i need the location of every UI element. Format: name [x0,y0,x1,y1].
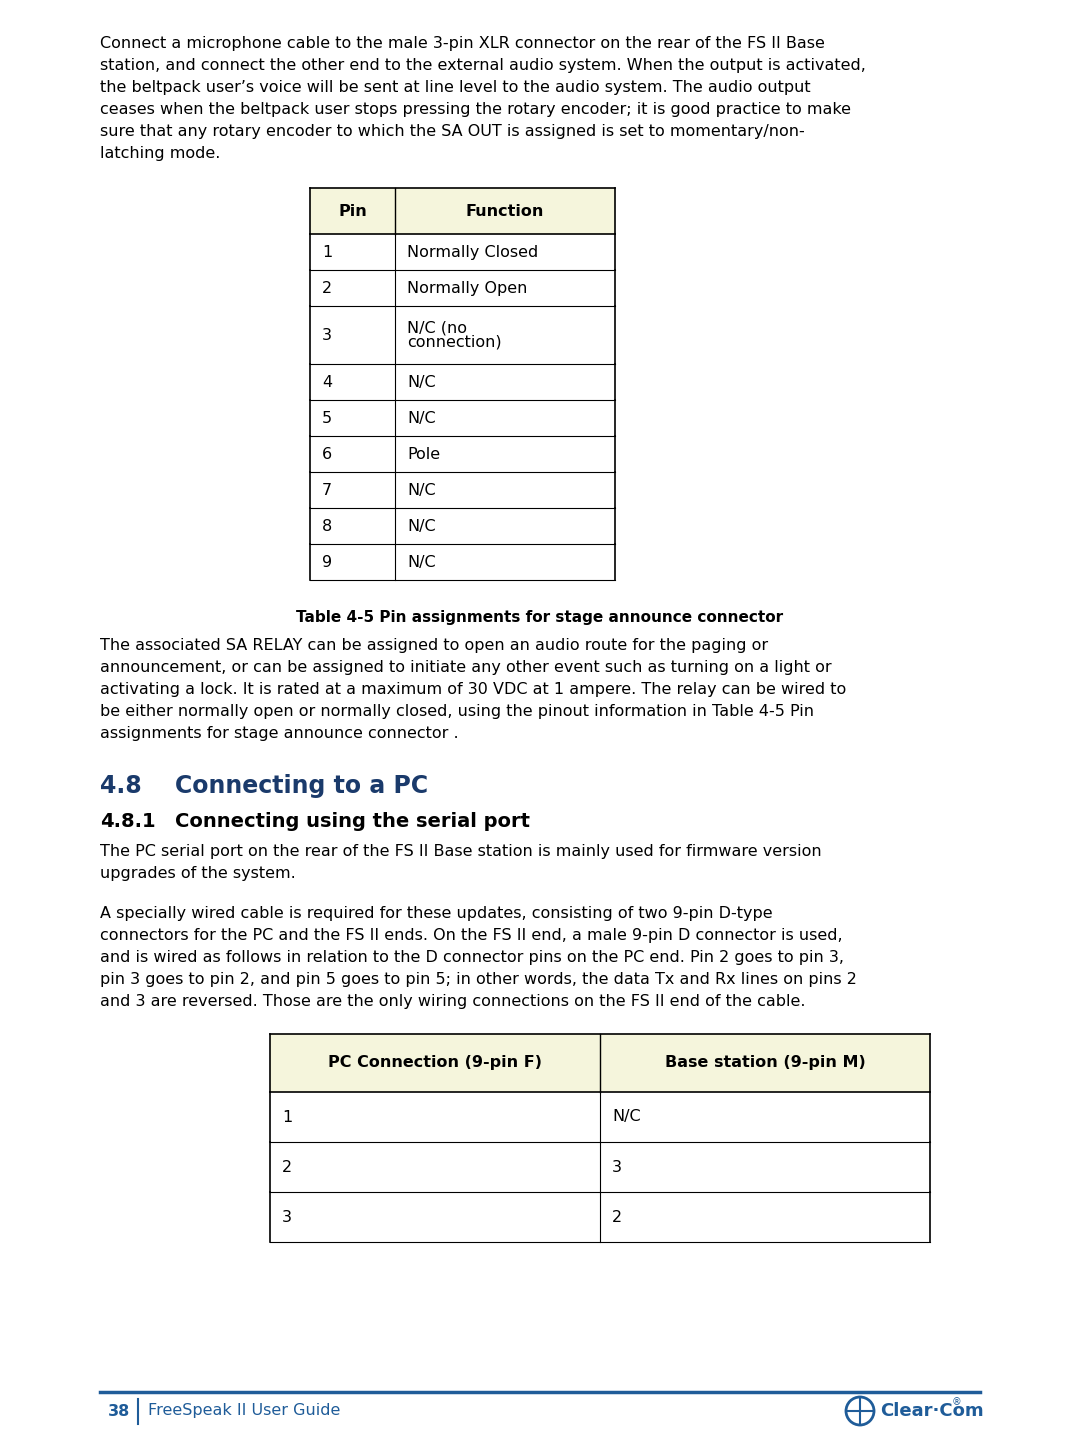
Text: connection): connection) [407,334,502,350]
FancyBboxPatch shape [310,306,615,364]
FancyBboxPatch shape [310,189,615,234]
Text: 3: 3 [612,1159,621,1175]
FancyBboxPatch shape [310,507,615,544]
Text: ®: ® [952,1398,962,1408]
Text: N/C: N/C [407,554,436,570]
Text: 7: 7 [322,483,333,497]
Text: 38: 38 [108,1403,130,1419]
Text: Connect a microphone cable to the male 3-pin XLR connector on the rear of the FS: Connect a microphone cable to the male 3… [100,36,825,51]
Text: 6: 6 [322,446,333,462]
Text: 3: 3 [282,1209,292,1225]
Text: The associated SA RELAY can be assigned to open an audio route for the paging or: The associated SA RELAY can be assigned … [100,637,769,653]
FancyBboxPatch shape [310,270,615,306]
FancyBboxPatch shape [310,472,615,507]
Text: the beltpack user’s voice will be sent at line level to the audio system. The au: the beltpack user’s voice will be sent a… [100,80,810,94]
Text: pin 3 goes to pin 2, and pin 5 goes to pin 5; in other words, the data Tx and Rx: pin 3 goes to pin 2, and pin 5 goes to p… [100,972,857,987]
Text: N/C: N/C [407,410,436,426]
Text: N/C (no: N/C (no [407,320,467,336]
Text: announcement, or can be assigned to initiate any other event such as turning on : announcement, or can be assigned to init… [100,660,831,674]
Text: Pin: Pin [338,203,367,219]
Text: 8: 8 [322,519,333,533]
FancyBboxPatch shape [270,1142,930,1192]
FancyBboxPatch shape [310,544,615,580]
Text: N/C: N/C [407,483,436,497]
Text: Connecting using the serial port: Connecting using the serial port [175,812,530,832]
Text: 9: 9 [322,554,333,570]
FancyBboxPatch shape [310,364,615,400]
Text: 2: 2 [322,280,333,296]
Text: 1: 1 [282,1109,292,1125]
Text: 2: 2 [282,1159,292,1175]
Text: N/C: N/C [612,1109,641,1125]
FancyBboxPatch shape [310,436,615,472]
Text: 2: 2 [612,1209,623,1225]
Text: A specially wired cable is required for these updates, consisting of two 9-pin D: A specially wired cable is required for … [100,906,773,922]
Text: The PC serial port on the rear of the FS II Base station is mainly used for firm: The PC serial port on the rear of the FS… [100,845,822,859]
FancyBboxPatch shape [310,400,615,436]
Text: Normally Open: Normally Open [407,280,528,296]
Text: 3: 3 [322,327,332,343]
Text: Table 4-5 Pin assignments for stage announce connector: Table 4-5 Pin assignments for stage anno… [296,610,784,624]
Text: and 3 are reversed. Those are the only wiring connections on the FS II end of th: and 3 are reversed. Those are the only w… [100,995,806,1009]
Text: assignments for stage announce connector .: assignments for stage announce connector… [100,726,458,742]
Text: FreeSpeak II User Guide: FreeSpeak II User Guide [148,1403,340,1419]
Text: Function: Function [466,203,544,219]
Text: ceases when the beltpack user stops pressing the rotary encoder; it is good prac: ceases when the beltpack user stops pres… [100,101,851,117]
Text: Clear·Com: Clear·Com [881,1402,984,1420]
Text: latching mode.: latching mode. [100,146,221,161]
Text: N/C: N/C [407,519,436,533]
Text: 5: 5 [322,410,333,426]
Text: 1: 1 [322,244,333,260]
Text: station, and connect the other end to the external audio system. When the output: station, and connect the other end to th… [100,59,866,73]
FancyBboxPatch shape [270,1092,930,1142]
Text: activating a lock. It is rated at a maximum of 30 VDC at 1 ampere. The relay can: activating a lock. It is rated at a maxi… [100,682,846,697]
FancyBboxPatch shape [270,1192,930,1242]
Text: and is wired as follows in relation to the D connector pins on the PC end. Pin 2: and is wired as follows in relation to t… [100,950,844,965]
Text: N/C: N/C [407,374,436,390]
FancyBboxPatch shape [270,1035,930,1092]
Text: 4.8: 4.8 [100,775,142,797]
Text: Pole: Pole [407,446,440,462]
Text: 4.8.1: 4.8.1 [100,812,156,832]
Text: sure that any rotary encoder to which the SA OUT is assigned is set to momentary: sure that any rotary encoder to which th… [100,124,805,139]
Text: Connecting to a PC: Connecting to a PC [175,775,429,797]
Text: Normally Closed: Normally Closed [407,244,538,260]
Text: upgrades of the system.: upgrades of the system. [100,866,295,882]
Text: PC Connection (9-pin F): PC Connection (9-pin F) [328,1056,542,1070]
Text: connectors for the PC and the FS II ends. On the FS II end, a male 9-pin D conne: connectors for the PC and the FS II ends… [100,927,842,943]
Text: Base station (9-pin M): Base station (9-pin M) [664,1056,866,1070]
Text: 4: 4 [322,374,333,390]
Text: be either normally open or normally closed, using the pinout information in Tabl: be either normally open or normally clos… [100,704,814,719]
FancyBboxPatch shape [310,234,615,270]
